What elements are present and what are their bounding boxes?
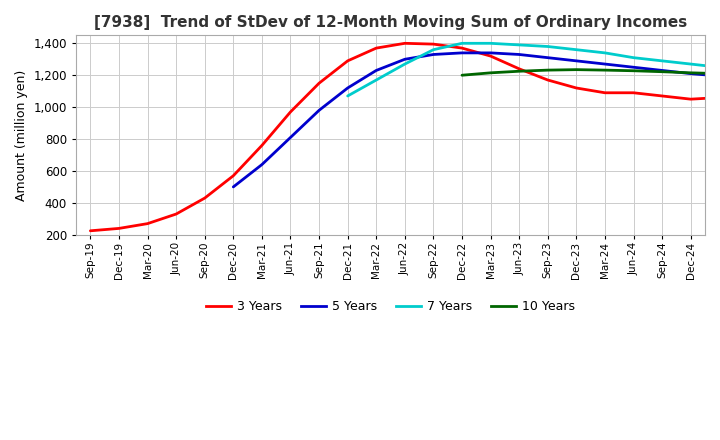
5 Years [400,57,409,62]
10 Years [600,67,609,73]
3 Years [286,109,294,114]
10 Years [629,68,638,73]
3 Years [343,58,352,63]
3 Years [172,211,181,216]
3 Years [686,96,695,102]
7 Years [343,93,352,99]
5 Years [229,184,238,190]
5 Years [429,52,438,57]
10 Years [715,71,720,76]
3 Years [486,53,495,59]
7 Years [629,55,638,60]
3 Years [515,66,523,71]
10 Years [486,70,495,76]
5 Years [629,65,638,70]
5 Years [544,55,552,60]
Y-axis label: Amount (million yen): Amount (million yen) [15,70,28,201]
3 Years [658,93,667,99]
7 Years [515,42,523,48]
3 Years [544,77,552,83]
3 Years [600,90,609,95]
5 Years [515,52,523,57]
5 Years [486,50,495,55]
7 Years [715,65,720,70]
5 Years [658,68,667,73]
3 Years [114,226,123,231]
10 Years [458,73,467,78]
7 Years [544,44,552,49]
Line: 5 Years: 5 Years [233,53,720,187]
5 Years [258,162,266,167]
3 Years [258,143,266,148]
10 Years [658,69,667,74]
3 Years [458,45,467,51]
5 Years [343,85,352,91]
3 Years [315,81,323,86]
3 Years [400,40,409,46]
5 Years [458,50,467,55]
Line: 3 Years: 3 Years [91,43,720,231]
7 Years [400,62,409,67]
7 Years [686,62,695,67]
3 Years [372,45,381,51]
7 Years [486,40,495,46]
5 Years [315,108,323,113]
3 Years [572,85,580,91]
3 Years [86,228,95,234]
7 Years [429,47,438,52]
5 Years [572,58,580,63]
10 Years [686,70,695,76]
3 Years [429,41,438,47]
7 Years [658,58,667,63]
10 Years [515,69,523,74]
3 Years [229,173,238,178]
3 Years [200,195,209,201]
3 Years [629,90,638,95]
Line: 7 Years: 7 Years [348,43,720,96]
7 Years [572,47,580,52]
7 Years [458,40,467,46]
7 Years [372,77,381,83]
7 Years [600,50,609,55]
5 Years [715,73,720,79]
3 Years [715,95,720,100]
10 Years [544,67,552,73]
3 Years [143,221,152,226]
5 Years [286,135,294,140]
Title: [7938]  Trend of StDev of 12-Month Moving Sum of Ordinary Incomes: [7938] Trend of StDev of 12-Month Moving… [94,15,687,30]
Legend: 3 Years, 5 Years, 7 Years, 10 Years: 3 Years, 5 Years, 7 Years, 10 Years [201,295,580,318]
5 Years [372,68,381,73]
Line: 10 Years: 10 Years [462,70,720,82]
10 Years [572,67,580,72]
5 Years [600,62,609,67]
5 Years [686,71,695,76]
